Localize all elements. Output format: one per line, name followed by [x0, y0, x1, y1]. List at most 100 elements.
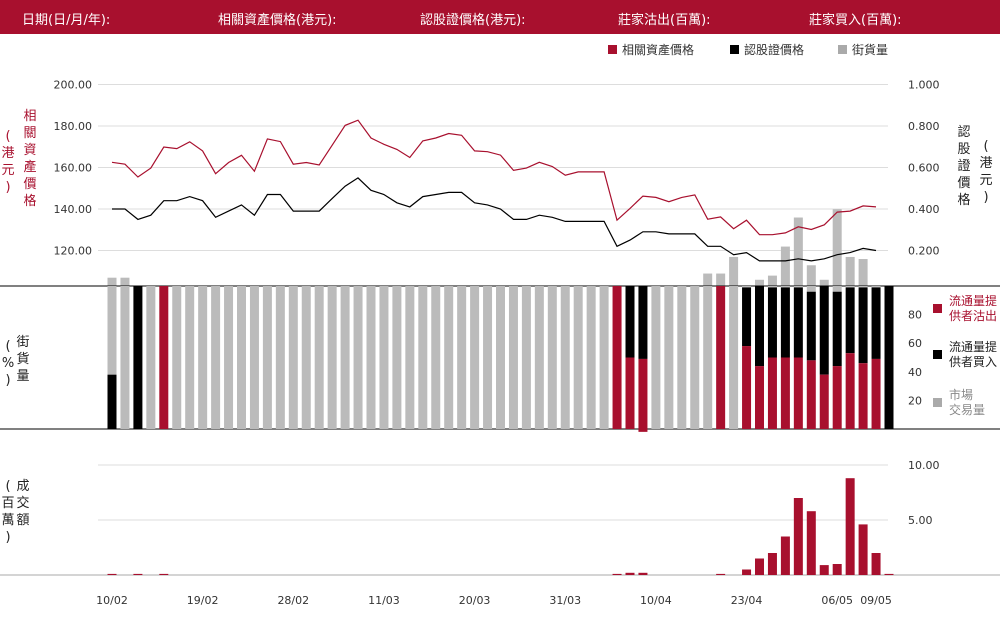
turnover-bar — [780, 536, 790, 575]
legend-label: 街貨量 — [852, 42, 888, 57]
x-tick-label: 31/03 — [549, 594, 581, 607]
turnover-bar — [612, 573, 622, 575]
mid-legend-label: 供者沽出 — [949, 309, 997, 323]
turnover-bar — [755, 558, 764, 575]
volume-share-bar — [301, 286, 311, 429]
volume-share-bar — [405, 286, 415, 429]
volume-share-bar — [755, 366, 764, 429]
volume-share-bar — [172, 286, 182, 429]
volume-share-bar — [457, 286, 467, 429]
mid-y-tick: 80 — [908, 309, 922, 322]
volume-share-bar — [327, 286, 337, 429]
y-axis-unit-left-char: 元 — [1, 163, 14, 178]
volume-share-bar — [249, 286, 259, 429]
volume-share-bar — [483, 286, 493, 429]
bottom-y-tick: 10.00 — [908, 459, 940, 472]
mid-legend-label: 流通量提 — [949, 293, 997, 308]
mid-y-axis-unit-char: ( — [5, 339, 10, 354]
turnover-bar — [133, 573, 143, 575]
open-interest-bar — [845, 256, 855, 286]
bottom-y-tick: 5.00 — [908, 514, 933, 527]
y-axis-title-left-char: 關 — [23, 126, 36, 141]
volume-share-bar — [107, 374, 117, 429]
volume-share-bar — [871, 358, 881, 429]
volume-share-bar — [806, 286, 816, 292]
mid-y-axis-unit-char: ) — [5, 373, 10, 388]
volume-share-bar — [431, 286, 441, 429]
y-tick-left: 140.00 — [54, 203, 93, 216]
mid-y-axis-title-char: 量 — [16, 369, 29, 384]
turnover-bar — [819, 565, 829, 575]
y-tick-right: 1.000 — [908, 79, 940, 92]
volume-share-bar — [638, 286, 648, 359]
x-tick-label: 20/03 — [459, 594, 491, 607]
volume-share-bar — [729, 286, 739, 429]
y-axis-unit-left-char: ( — [5, 129, 10, 144]
volume-share-bar — [871, 286, 881, 288]
volume-share-bar — [521, 286, 531, 429]
y-axis-title-right-char: 格 — [957, 192, 970, 208]
mid-y-axis-title: 街貨量 — [16, 335, 29, 384]
volume-share-bar — [819, 286, 829, 375]
volume-share-bar — [224, 286, 234, 429]
x-tick-label: 23/04 — [731, 594, 763, 607]
y-axis-title-left-char: 資 — [23, 143, 36, 158]
y-axis-unit-right-char: 港 — [979, 156, 992, 171]
volume-share-bar — [638, 358, 648, 432]
open-interest-bar — [793, 217, 803, 286]
volume-share-bar — [742, 346, 752, 429]
volume-share-bar — [845, 353, 855, 429]
volume-share-bar — [845, 286, 855, 288]
mid-legend-label: 流通量提 — [949, 339, 997, 354]
volume-share-bar — [625, 286, 635, 358]
open-interest-bar — [806, 265, 816, 286]
volume-share-bar — [275, 286, 285, 429]
header-date-label: 日期(日/月/年): — [22, 13, 111, 28]
volume-share-bar — [379, 286, 389, 429]
volume-share-bar — [237, 286, 246, 429]
mid-y-tick: 20 — [908, 394, 922, 407]
turnover-bar — [832, 564, 842, 575]
open-interest-bar — [858, 259, 868, 286]
mid-legend-label: 供者買入 — [949, 355, 997, 369]
y-axis-title-right-char: 股 — [957, 142, 970, 157]
y-tick-right: 0.600 — [908, 162, 940, 175]
volume-share-bar — [793, 286, 803, 288]
turnover-bar — [793, 498, 803, 575]
volume-share-bar — [353, 286, 363, 429]
turnover-bar — [625, 572, 635, 575]
bottom-y-axis-title-char: 交 — [16, 495, 29, 511]
volume-share-bar — [470, 286, 480, 429]
turnover-bar — [767, 553, 777, 575]
volume-share-bar — [742, 287, 752, 347]
turnover-bar — [858, 524, 868, 575]
mid-y-tick: 60 — [908, 337, 922, 350]
volume-share-bar — [392, 286, 402, 429]
volume-share-bar — [806, 291, 816, 361]
y-tick-right: 0.200 — [908, 245, 940, 258]
volume-share-bar — [146, 286, 156, 429]
volume-share-bar — [832, 286, 842, 292]
open-interest-bar — [716, 273, 726, 286]
volume-share-bar — [120, 286, 130, 429]
header-buy-label: 莊家買入(百萬): — [809, 13, 902, 28]
y-axis-title-right: 認股證價格 — [957, 124, 970, 208]
volume-share-bar — [288, 286, 298, 429]
bottom-y-axis-unit-char: 百 — [1, 496, 14, 511]
volume-share-bar — [508, 286, 518, 429]
volume-share-bar — [858, 286, 868, 288]
volume-share-bar — [858, 287, 868, 364]
volume-share-bar — [767, 357, 777, 429]
header-bar: 日期(日/月/年): 相關資產價格(港元): 認股證價格(港元): 莊家沽出(百… — [0, 0, 1000, 34]
bottom-y-axis-title-char: 額 — [16, 513, 29, 528]
volume-share-bar — [534, 286, 544, 429]
volume-share-bar — [858, 363, 868, 429]
open-interest-bar — [729, 256, 739, 286]
y-axis-unit-left-char: ) — [5, 180, 10, 195]
volume-share-bar — [444, 286, 454, 429]
open-interest-bar — [767, 275, 777, 286]
turnover-bar — [159, 573, 169, 575]
y-axis-title-left-char: 產 — [23, 159, 36, 175]
volume-share-bar — [780, 357, 790, 429]
x-tick-label: 28/02 — [277, 594, 309, 607]
